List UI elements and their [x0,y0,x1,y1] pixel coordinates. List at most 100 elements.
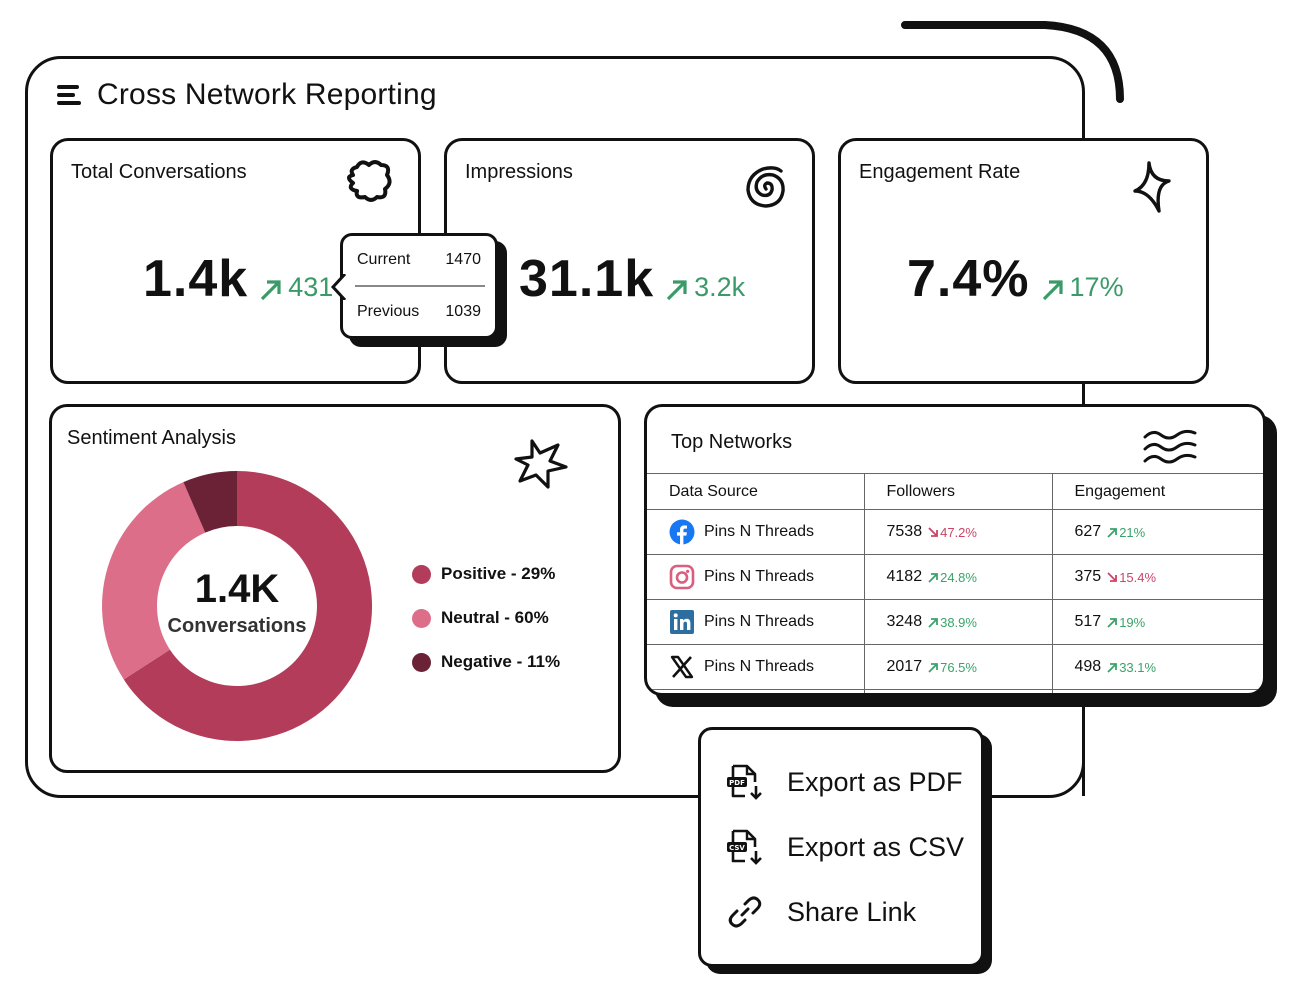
kpi-value-row: 1.4k 431 [143,249,333,309]
arrow-up-right-icon [1107,527,1118,538]
legend-item-positive: Positive - 29% [412,552,560,596]
engagement-change: 19% [1107,615,1145,630]
card-title: Sentiment Analysis [67,427,236,449]
kpi-title: Engagement Rate [859,161,1021,183]
engagement-value: 627 [1074,523,1102,540]
kpi-delta-value: 17% [1069,272,1124,302]
link-icon [728,896,762,928]
legend-label: Positive - 29% [441,564,556,583]
source-name: Pins N Threads [704,568,814,585]
hamburger-icon[interactable] [57,85,81,105]
waves-icon [1143,429,1197,464]
kpi-card-engagement-rate: Engagement Rate 7.4% 17% [838,138,1209,384]
legend-label: Negative - 11% [441,652,561,671]
kpi-value-row: 31.1k 3.2k [519,249,745,309]
kpi-card-impressions: Impressions 31.1k 3.2k [444,138,815,384]
tooltip-current-row: Current 1470 [357,251,481,269]
linkedin-icon [670,610,694,634]
connector-line [1082,704,1085,796]
svg-text:CSV: CSV [729,844,745,852]
engagement-value: 498 [1074,658,1102,675]
table-row[interactable]: Pins N Threads 3248 38.9% 517 19% [647,599,1263,645]
legend-item-negative: Negative - 11% [412,640,560,684]
table-row-spacer [647,689,1263,693]
engagement-change: 15.4% [1107,570,1156,585]
arrow-up-right-icon [1042,279,1063,300]
page-title: Cross Network Reporting [97,78,437,111]
legend-dot [412,608,431,628]
tooltip-current-label: Current [357,251,411,268]
legend-dot [412,564,431,584]
column-header[interactable]: Engagement [1051,473,1263,510]
blob-icon [347,160,392,202]
followers-change: 38.9% [928,615,977,630]
table-header-row: Data Source Followers Engagement [647,473,1263,510]
legend-label: Neutral - 60% [441,608,549,627]
share-link-menu-item[interactable]: Share Link [725,892,916,932]
donut-center-caption: Conversations [167,614,307,637]
engagement-value: 517 [1074,613,1102,630]
kpi-value: 31.1k [519,250,655,308]
kpi-delta: 3.2k [664,272,745,303]
followers-change: 76.5% [928,660,977,675]
export-csv-menu-item[interactable]: CSV Export as CSV [725,827,964,867]
kpi-delta: 431 [258,272,333,303]
sentiment-analysis-card: Sentiment Analysis 1.4K Conversations Po… [49,404,621,773]
csv-download-icon: CSV [727,829,762,865]
kpi-title: Impressions [465,161,573,183]
page-header: Cross Network Reporting [57,78,437,112]
engagement-change: 33.1% [1107,660,1156,675]
table-row[interactable]: Pins N Threads 7538 47.2% 627 21% [647,509,1263,555]
source-name: Pins N Threads [704,613,814,630]
comparison-tooltip: Current 1470 Previous 1039 [330,233,498,339]
pdf-download-icon: PDF [727,764,762,800]
donut-center-label: 1.4K Conversations [100,469,374,743]
arrow-up-right-icon [928,572,938,583]
legend-item-neutral: Neutral - 60% [412,596,560,640]
menu-item-label: Export as PDF [787,766,963,797]
followers-value: 3248 [886,613,923,630]
spiral-icon [746,166,785,208]
top-networks-card: Top Networks Data Source Followers Engag… [644,404,1266,696]
table-row[interactable]: Pins N Threads 2017 76.5% 498 33.1% [647,644,1263,690]
source-name: Pins N Threads [704,658,814,675]
donut-segment-neutral[interactable] [102,482,206,680]
donut-segment-positive[interactable] [123,471,373,741]
instagram-icon [669,564,695,590]
menu-item-label: Export as CSV [787,831,965,862]
sentiment-legend: Positive - 29% Neutral - 60% Negative - … [412,552,560,684]
tooltip-previous-value: 1039 [445,303,481,320]
svg-text:PDF: PDF [729,779,745,787]
tooltip-divider [355,285,485,287]
arrow-up-right-icon [667,279,687,300]
column-header[interactable]: Followers [863,473,1052,510]
card-title: Top Networks [671,431,793,453]
kpi-value: 1.4k [143,250,249,308]
kpi-value: 7.4% [907,250,1030,308]
kpi-title: Total Conversations [71,161,247,183]
export-pdf-menu-item[interactable]: PDF Export as PDF [725,762,963,802]
sparkle-icon [1133,161,1171,213]
followers-value: 4182 [886,568,923,585]
donut-center-value: 1.4K [194,566,280,611]
donut-segment-negative[interactable] [183,471,237,533]
networks-table: Data Source Followers Engagement Pins N … [647,473,1263,693]
connector-line [1082,382,1085,406]
arrow-up-right-icon [261,279,281,300]
table-row[interactable]: Pins N Threads 4182 24.8% 375 15.4% [647,554,1263,600]
kpi-delta: 17% [1040,272,1124,303]
kpi-delta-value: 431 [288,272,334,302]
star-icon [514,439,568,489]
tooltip-previous-label: Previous [357,303,420,320]
followers-change: 24.8% [928,570,977,585]
arrow-up-right-icon [1107,617,1118,628]
kpi-delta-value: 3.2k [694,272,746,302]
column-header[interactable]: Data Source [647,473,864,510]
export-menu: PDF Export as PDF CSV Export as CSV Shar… [698,727,984,967]
tooltip-previous-row: Previous 1039 [357,303,481,321]
kpi-value-row: 7.4% 17% [907,249,1124,309]
tooltip-current-value: 1470 [445,251,481,268]
legend-dot [412,652,431,672]
x-icon [670,655,694,679]
arrow-down-right-icon [928,526,938,537]
